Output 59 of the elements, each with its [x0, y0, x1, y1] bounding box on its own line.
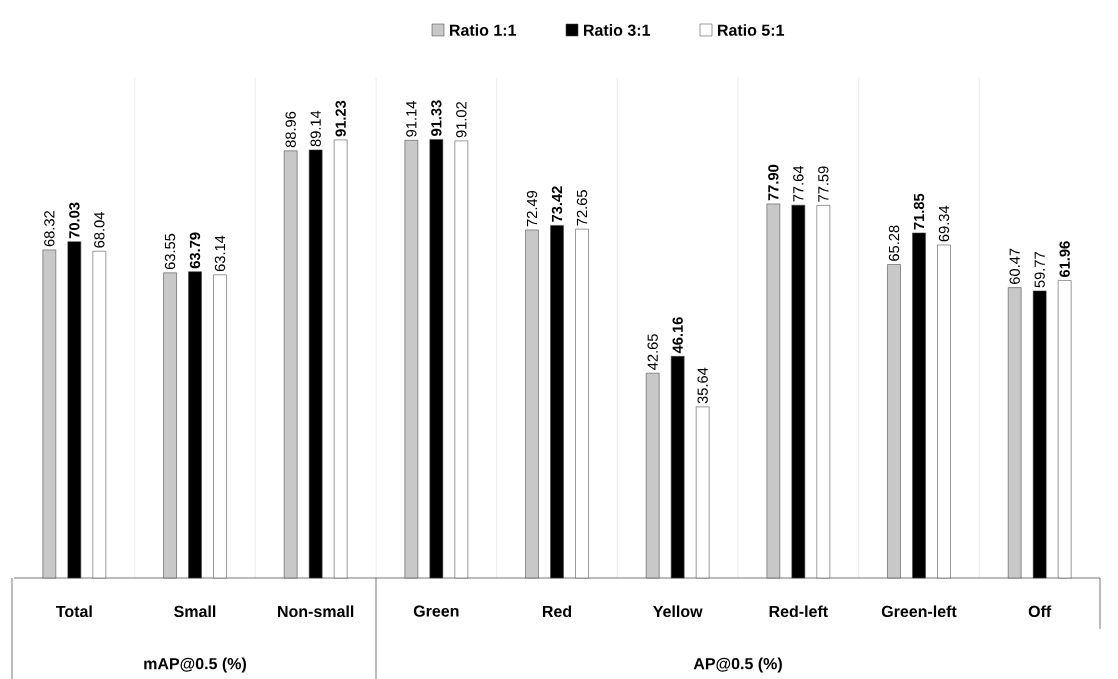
legend-label: Ratio 1:1 [450, 24, 517, 36]
x-tick-label: Green [413, 605, 459, 617]
data-label: 65.28 [888, 225, 900, 261]
bar [92, 250, 107, 579]
data-label: 42.65 [647, 334, 658, 370]
x-tick-label: Off [1028, 605, 1052, 618]
data-label: 68.04 [94, 212, 105, 248]
data-label: 72.65 [576, 190, 588, 226]
data-label: 89.14 [310, 110, 321, 147]
data-label: 59.77 [1034, 252, 1045, 288]
bar [816, 205, 831, 579]
data-label: 77.64 [793, 165, 804, 202]
data-label: 35.64 [697, 367, 708, 404]
x-tick-label: Non-small [278, 605, 354, 618]
data-label: 46.16 [672, 317, 683, 354]
data-label: 70.03 [69, 202, 80, 239]
data-label: 61.96 [1059, 241, 1070, 277]
data-label: 68.32 [44, 211, 55, 247]
bar [404, 140, 419, 579]
data-label: 71.85 [913, 193, 925, 230]
data-label: 77.90 [768, 164, 779, 201]
data-label: 91.23 [335, 100, 346, 137]
bar [42, 249, 57, 579]
x-tick-label: Red [542, 605, 572, 618]
bar [333, 139, 348, 579]
data-label: 63.79 [189, 232, 201, 269]
bar [1007, 287, 1022, 579]
legend-label: Ratio 3:1 [584, 24, 651, 36]
bar [525, 229, 539, 579]
text: AP@0.5 (%) [693, 657, 782, 673]
data-label: 88.96 [285, 111, 296, 148]
data-label: 77.59 [818, 166, 829, 202]
bar [575, 228, 589, 579]
bar [645, 372, 660, 579]
bar [1057, 280, 1072, 579]
bar [163, 272, 177, 579]
x-tick-label: Red-left [769, 605, 828, 618]
data-label: 63.55 [164, 233, 176, 270]
data-label: 91.33 [431, 100, 442, 136]
x-tick-label: Total [56, 605, 92, 618]
bar [283, 150, 298, 579]
bar [454, 140, 469, 579]
legend-label: Ratio 5:1 [718, 24, 785, 36]
data-label: 91.02 [456, 101, 467, 138]
x-tick-label: Small [174, 605, 216, 618]
bar [695, 406, 710, 579]
data-label: 72.49 [526, 190, 538, 227]
data-label: 60.47 [1009, 248, 1020, 284]
bar [887, 264, 901, 579]
data-label: 91.14 [406, 101, 417, 137]
text: mAP@0.5 (%) [144, 657, 246, 673]
x-tick-label: Green-left [881, 605, 957, 618]
bar [766, 203, 781, 579]
data-label: 69.34 [938, 205, 950, 242]
data-label: 73.42 [551, 186, 563, 222]
data-label: 63.14 [214, 235, 226, 272]
x-tick-label: Yellow [653, 605, 703, 618]
bar [937, 244, 951, 579]
bar [213, 274, 227, 579]
